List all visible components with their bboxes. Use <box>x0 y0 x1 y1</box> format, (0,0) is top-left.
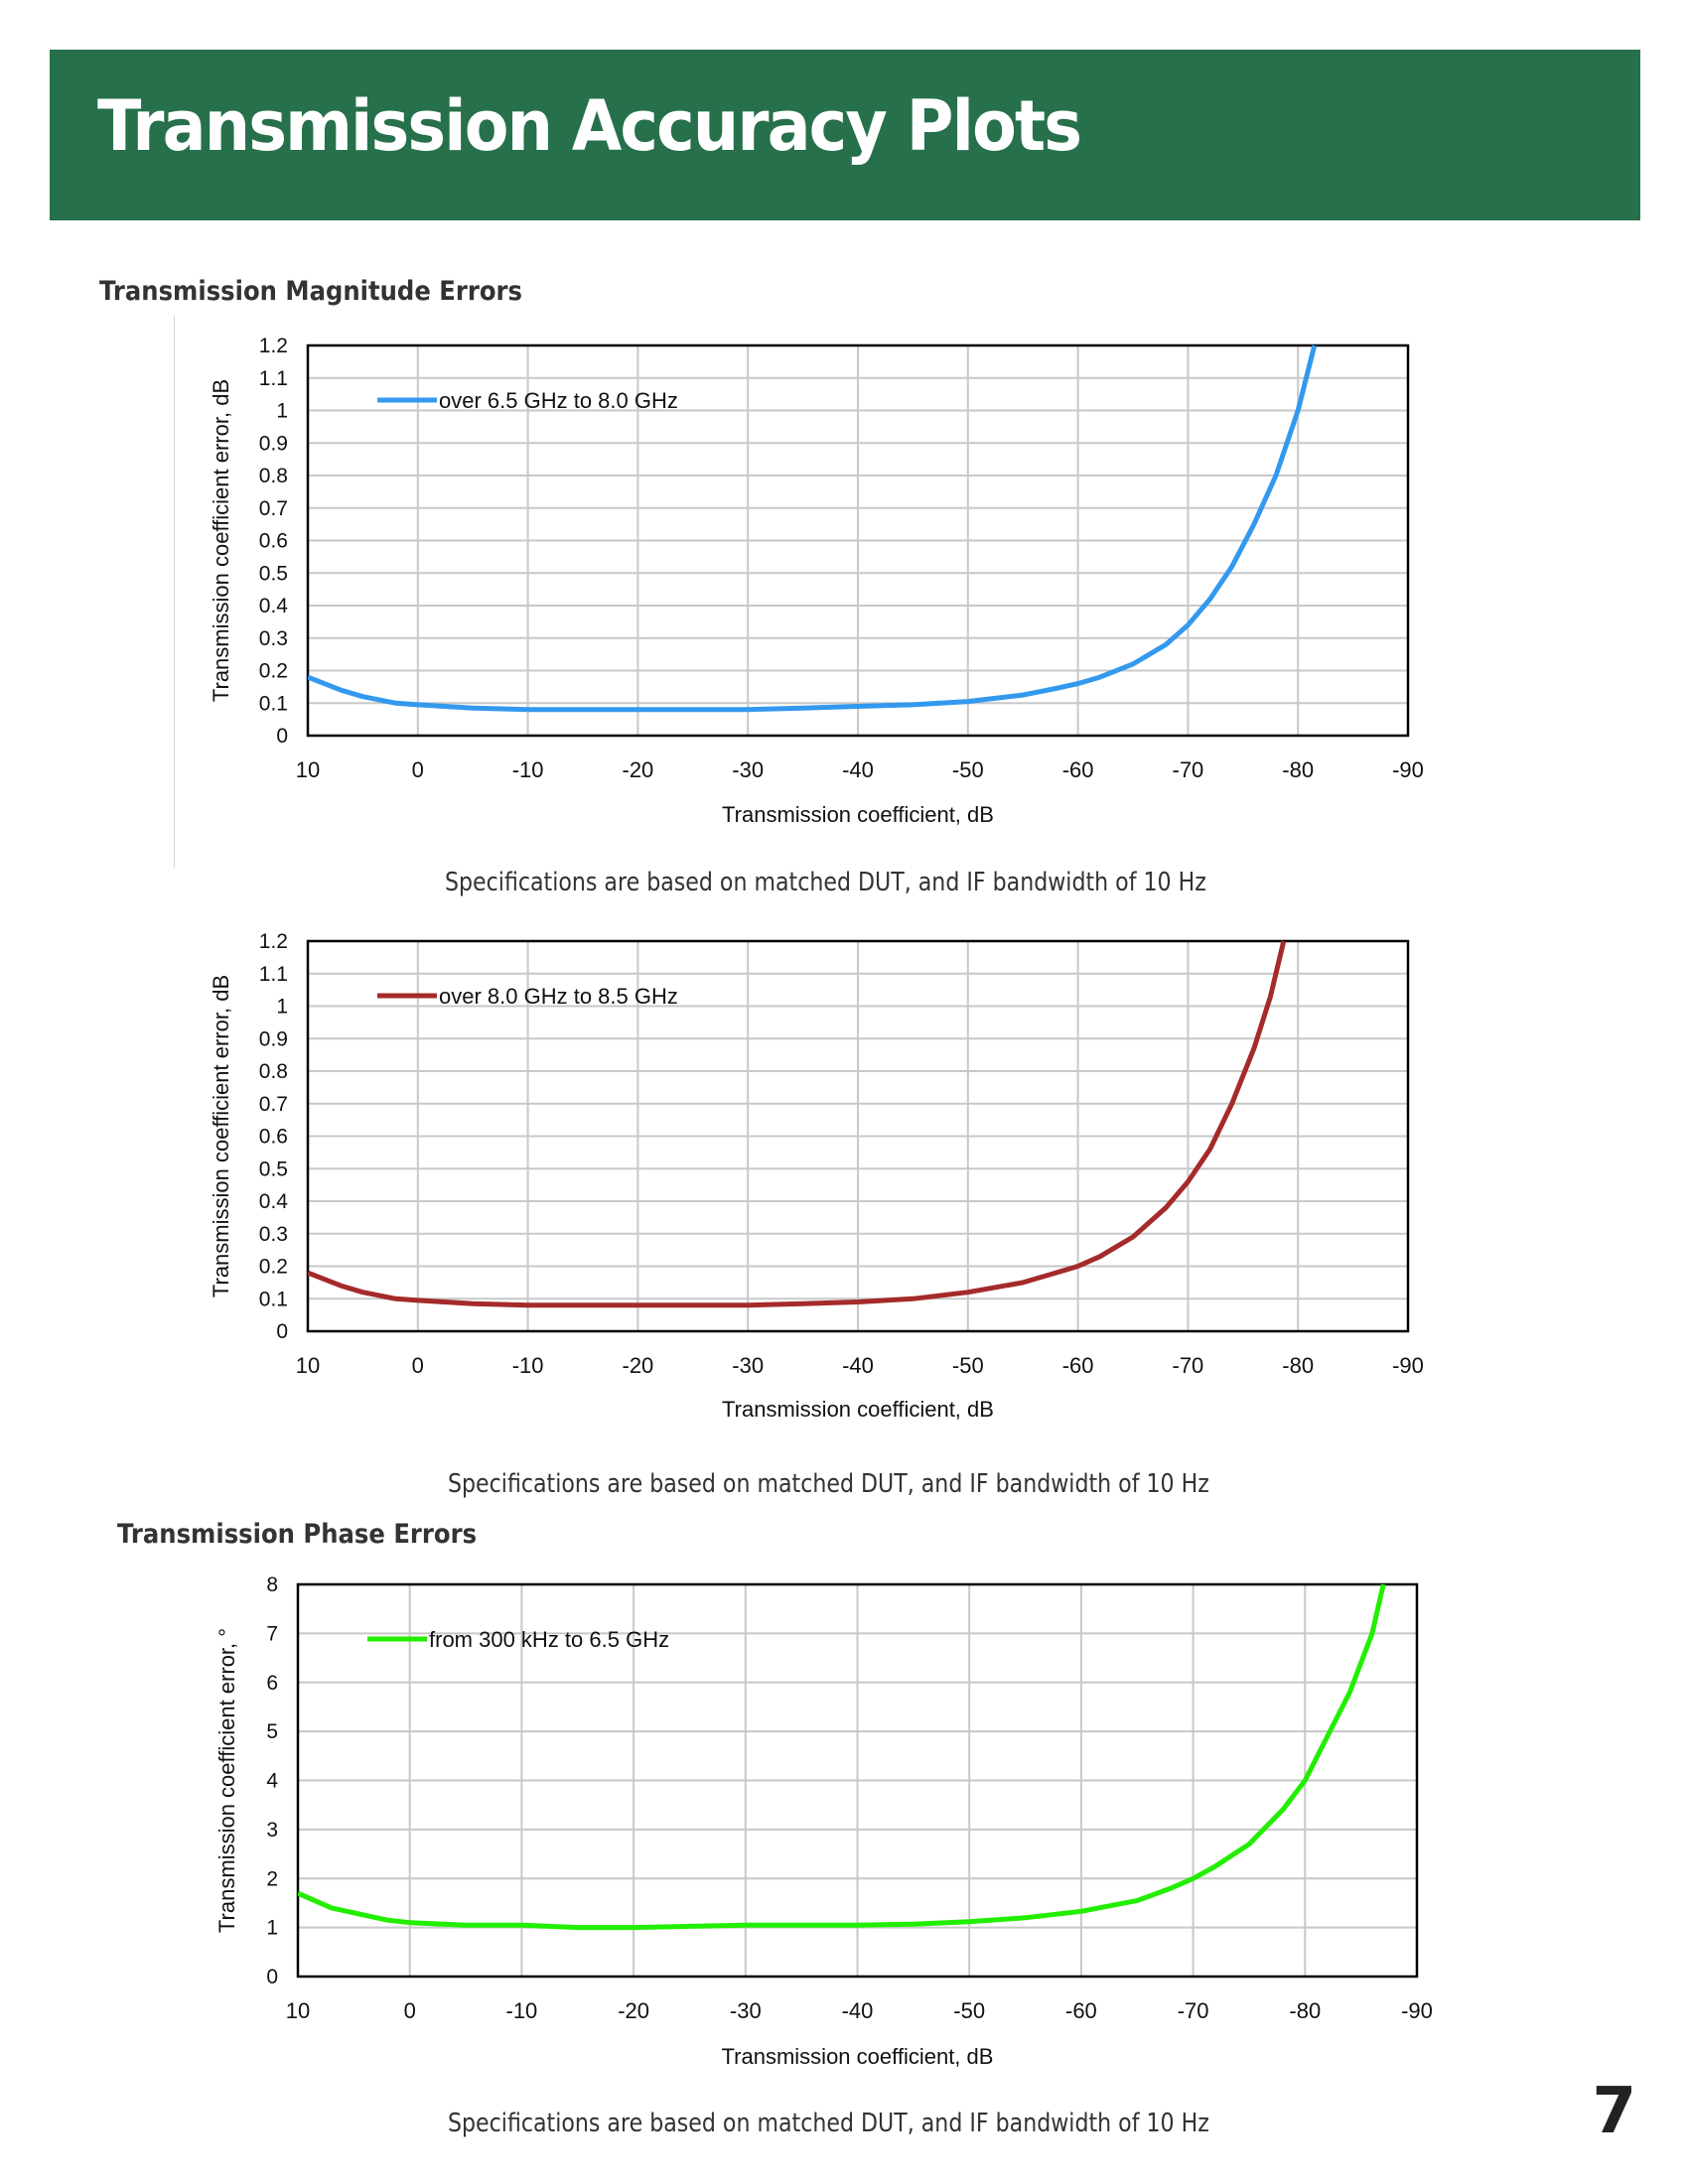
y-tick-label: 0 <box>266 1966 278 1988</box>
y-tick-label: 0.1 <box>259 1288 288 1310</box>
y-tick-label: 0.1 <box>259 692 288 715</box>
phase-error-chart: 0 1 2 3 4 5 6 7 8 10 0 -10 -20 -30 -40 -50 -60 -70 -80 -90 f… <box>214 1573 1433 2069</box>
y-tick-label: 0.6 <box>259 530 288 553</box>
x-tick-label: -60 <box>1062 757 1094 782</box>
section-title-phase: Transmission Phase Errors <box>117 1519 478 1550</box>
x-tick-label: 10 <box>286 1998 310 2023</box>
series-line <box>308 940 1287 1308</box>
x-tick-label: 10 <box>296 1353 320 1378</box>
x-tick-label: 10 <box>296 757 320 782</box>
y-tick-label: 0 <box>276 1320 288 1343</box>
section-title-magnitude: Transmission Magnitude Errors <box>99 276 522 307</box>
x-tick-label: -20 <box>623 757 654 782</box>
y-tick-label: 7 <box>266 1622 278 1645</box>
caption-3: Specifications are based on matched DUT,… <box>448 2109 1209 2138</box>
y-tick-label: 0.7 <box>259 1093 288 1116</box>
y-tick-label: 0.5 <box>259 1158 288 1180</box>
x-tick-label: -70 <box>1173 757 1204 782</box>
x-tick-label: -70 <box>1173 1353 1204 1378</box>
series-line <box>308 344 1318 713</box>
caption-2: Specifications are based on matched DUT,… <box>448 1469 1209 1499</box>
y-tick-label: 5 <box>266 1720 278 1743</box>
x-tick-label: -70 <box>1178 1998 1209 2023</box>
x-tick-label: -30 <box>730 1998 762 2023</box>
magnitude-error-chart-1: 0 0.1 0.2 0.3 0.4 0.5 0.6 0.7 0.8 0.9 1 1.1 1.2 10 0 -1… <box>209 335 1424 827</box>
x-tick-label: -10 <box>512 1353 544 1378</box>
x-tick-label: -80 <box>1282 757 1314 782</box>
y-tick-label: 0.3 <box>259 1223 288 1246</box>
x-tick-label: -20 <box>623 1353 654 1378</box>
x-tick-label: -10 <box>506 1998 538 2023</box>
caption-1: Specifications are based on matched DUT,… <box>445 868 1206 897</box>
y-tick-label: 1.2 <box>259 335 288 357</box>
x-tick-label: -90 <box>1401 1998 1433 2023</box>
y-tick-label: 0.2 <box>259 1256 288 1279</box>
y-tick-label: 0.2 <box>259 660 288 683</box>
legend-label: over 8.0 GHz to 8.5 GHz <box>439 984 678 1009</box>
x-tick-label: 0 <box>412 757 424 782</box>
y-tick-label: 2 <box>266 1867 278 1890</box>
page-title: Transmission Accuracy Plots <box>97 85 1082 167</box>
y-tick-label: 8 <box>266 1573 278 1596</box>
legend-label: from 300 kHz to 6.5 GHz <box>429 1627 669 1652</box>
y-tick-label: 0.5 <box>259 562 288 585</box>
x-tick-label: -30 <box>732 757 764 782</box>
legend-label: over 6.5 GHz to 8.0 GHz <box>439 388 678 413</box>
y-axis-label: Transmission coefficient error, dB <box>209 975 233 1297</box>
series-line <box>298 1583 1386 1931</box>
y-tick-label: 1.1 <box>259 963 288 986</box>
y-tick-label: 1.1 <box>259 367 288 390</box>
x-tick-label: -40 <box>842 1998 874 2023</box>
y-tick-label: 0.7 <box>259 497 288 520</box>
x-tick-label: -40 <box>842 757 874 782</box>
x-tick-label: -20 <box>618 1998 649 2023</box>
y-tick-label: 0.6 <box>259 1126 288 1149</box>
y-tick-label: 3 <box>266 1819 278 1842</box>
x-tick-label: 0 <box>412 1353 424 1378</box>
y-tick-label: 4 <box>266 1770 278 1793</box>
x-tick-label: -80 <box>1289 1998 1321 2023</box>
x-tick-label: -60 <box>1065 1998 1097 2023</box>
x-tick-label: -90 <box>1392 757 1424 782</box>
y-tick-label: 0.4 <box>259 1190 289 1213</box>
y-tick-label: 0.4 <box>259 595 289 617</box>
x-axis-label: Transmission coefficient, dB <box>722 1397 994 1422</box>
x-axis-label: Transmission coefficient, dB <box>722 2044 994 2069</box>
x-tick-label: 0 <box>404 1998 416 2023</box>
x-tick-label: -50 <box>952 1353 984 1378</box>
x-tick-label: -30 <box>732 1353 764 1378</box>
y-tick-label: 1 <box>276 996 288 1019</box>
y-tick-label: 1.2 <box>259 930 288 953</box>
x-tick-label: -10 <box>512 757 544 782</box>
plot-frame <box>306 343 1410 738</box>
y-tick-label: 6 <box>266 1672 278 1695</box>
y-tick-label: 1 <box>276 400 288 423</box>
y-tick-label: 0.8 <box>259 1060 288 1083</box>
y-tick-label: 0 <box>276 725 288 748</box>
x-tick-label: -50 <box>953 1998 985 2023</box>
y-axis-label: Transmission coefficient error, dB <box>209 379 233 702</box>
y-tick-label: 0.3 <box>259 627 288 650</box>
x-tick-label: -60 <box>1062 1353 1094 1378</box>
x-tick-label: -40 <box>842 1353 874 1378</box>
divider <box>174 316 175 868</box>
y-axis-label: Transmission coefficient error, ° <box>214 1628 239 1933</box>
plot-frame <box>296 1582 1419 1979</box>
x-axis-label: Transmission coefficient, dB <box>722 802 994 827</box>
plot-frame <box>306 939 1410 1333</box>
title-banner: Transmission Accuracy Plots <box>50 50 1640 220</box>
magnitude-error-chart-2: 0 0.1 0.2 0.3 0.4 0.5 0.6 0.7 0.8 0.9 1 1.1 1.2 10 0 -1… <box>209 930 1424 1422</box>
y-tick-label: 0.9 <box>259 432 288 455</box>
y-tick-label: 1 <box>266 1917 278 1940</box>
y-tick-label: 0.8 <box>259 465 288 487</box>
x-tick-label: -80 <box>1282 1353 1314 1378</box>
x-tick-label: -90 <box>1392 1353 1424 1378</box>
page-number: 7 <box>1592 2075 1636 2148</box>
y-tick-label: 0.9 <box>259 1027 288 1050</box>
x-tick-label: -50 <box>952 757 984 782</box>
